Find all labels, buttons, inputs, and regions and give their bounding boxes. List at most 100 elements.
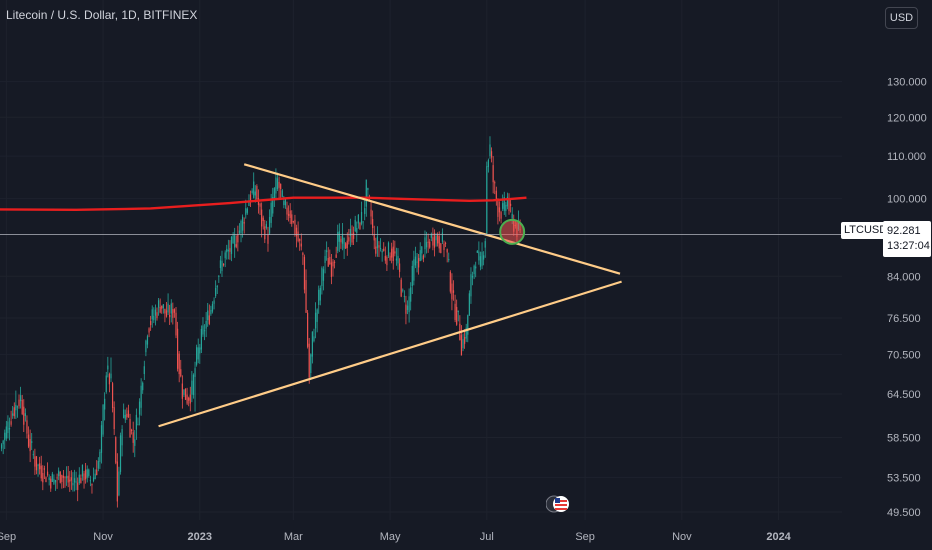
x-axis: Sep Nov 2023 Mar May Jul Sep Nov 2024: [0, 531, 792, 543]
candle: [161, 305, 163, 314]
candle: [386, 255, 388, 271]
candle: [319, 285, 321, 306]
candle: [348, 228, 350, 245]
candle: [73, 469, 76, 492]
candle: [226, 244, 228, 260]
x-tick-label: 2023: [188, 531, 212, 543]
candle: [238, 223, 241, 235]
candle: [338, 223, 340, 253]
candle: [441, 228, 444, 245]
symbol-label: LTCUSD: [841, 222, 891, 239]
plot-area: [0, 136, 842, 508]
candle: [486, 161, 488, 236]
candle: [170, 299, 172, 323]
candle: [154, 304, 156, 326]
candle: [333, 260, 336, 269]
candle: [449, 270, 451, 294]
candle: [207, 302, 209, 327]
candle: [435, 233, 437, 247]
candle: [490, 147, 493, 163]
candle: [262, 215, 264, 230]
candle: [64, 475, 66, 488]
candle: [324, 249, 326, 274]
candle: [197, 338, 199, 364]
candle: [81, 464, 84, 481]
candle: [246, 207, 248, 215]
candle: [31, 433, 33, 451]
candle: [492, 156, 494, 194]
candle: [167, 293, 169, 315]
candle: [416, 253, 418, 273]
candle: [300, 233, 302, 251]
y-tick-label: 53.500: [887, 472, 921, 484]
candle: [70, 470, 72, 490]
candles: [0, 136, 521, 508]
candle: [497, 198, 499, 225]
candle: [8, 417, 11, 441]
candle: [35, 456, 38, 475]
candle: [308, 337, 310, 384]
candle: [0, 443, 3, 452]
candle: [335, 246, 337, 259]
candle: [210, 305, 212, 316]
candle: [61, 474, 63, 489]
trendline[interactable]: [158, 280, 622, 428]
candle: [107, 356, 109, 378]
candle: [294, 214, 296, 237]
candle: [91, 483, 93, 494]
candle: [129, 413, 131, 438]
candle: [145, 339, 147, 357]
candle: [291, 210, 293, 227]
candle: [151, 305, 153, 328]
candle: [249, 190, 252, 207]
y-tick-label: 58.500: [887, 433, 921, 445]
candle: [37, 463, 39, 477]
y-tick-label: 120.000: [887, 112, 927, 124]
candle: [478, 241, 480, 265]
candle: [21, 394, 23, 416]
trendline[interactable]: [243, 163, 621, 275]
x-tick-label: Jul: [480, 531, 494, 543]
candle: [444, 241, 447, 248]
candle: [284, 197, 287, 209]
candle: [34, 448, 36, 475]
candle: [39, 456, 41, 475]
y-tick-label: 84.000: [887, 271, 921, 283]
candle: [104, 392, 106, 421]
trendlines: [158, 163, 622, 428]
candle: [448, 252, 450, 263]
candle: [10, 410, 12, 427]
x-tick-label: Nov: [672, 531, 692, 543]
candle: [138, 398, 141, 426]
candle: [498, 201, 501, 222]
economic-events-icon[interactable]: [546, 493, 570, 515]
candle: [476, 249, 478, 254]
candle: [42, 465, 44, 491]
candle: [310, 353, 312, 381]
candle: [88, 468, 90, 478]
x-tick-label: Sep: [0, 531, 16, 543]
candle: [173, 308, 176, 318]
candle: [494, 180, 496, 195]
candle: [183, 389, 185, 398]
candle: [256, 184, 258, 202]
candle: [326, 241, 328, 261]
candle: [164, 308, 166, 323]
y-tick-label: 100.000: [887, 194, 927, 206]
candle: [245, 199, 247, 219]
chart-title: Litecoin / U.S. Dollar, 1D, BITFINEX: [6, 8, 198, 22]
candle: [127, 404, 130, 419]
candle: [398, 258, 401, 278]
candle: [391, 242, 393, 264]
candle: [464, 329, 466, 349]
candle: [232, 232, 234, 244]
candle: [5, 420, 7, 442]
candle: [281, 188, 283, 198]
currency-button[interactable]: USD: [885, 7, 918, 29]
candle: [72, 472, 74, 492]
candle: [77, 477, 79, 502]
candle: [83, 470, 85, 489]
candle: [359, 221, 361, 230]
